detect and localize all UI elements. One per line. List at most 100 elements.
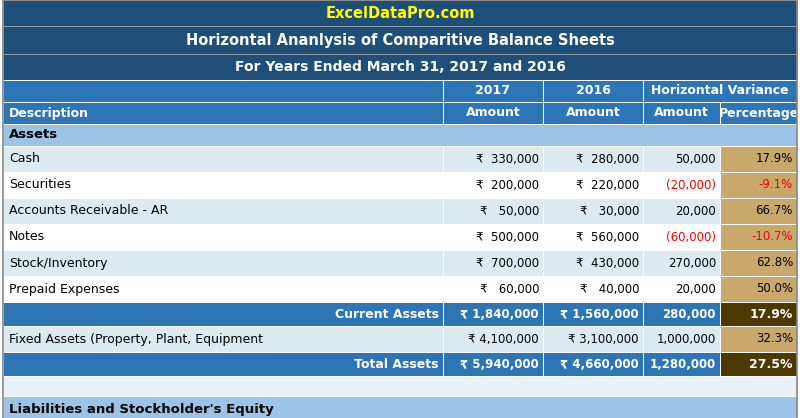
Bar [643,172,720,198]
Text: ₹  500,000: ₹ 500,000 [476,230,539,244]
Text: Assets: Assets [9,128,58,142]
Bar [443,302,543,326]
Bar [3,376,797,396]
Bar [3,124,797,146]
Text: Total Assets: Total Assets [354,357,439,370]
Text: 1,000,000: 1,000,000 [657,332,716,346]
Text: Notes: Notes [9,230,45,244]
Text: 20,000: 20,000 [675,204,716,217]
Text: Prepaid Expenses: Prepaid Expenses [9,283,119,296]
Bar [543,146,643,172]
Bar [3,352,443,376]
Bar [643,352,720,376]
Text: ₹ 1,560,000: ₹ 1,560,000 [560,308,639,321]
Bar [3,250,443,276]
Bar [3,276,443,302]
Text: ₹ 5,940,000: ₹ 5,940,000 [460,357,539,370]
Bar [720,198,797,224]
Bar [643,198,720,224]
Text: 2017: 2017 [475,84,510,97]
Text: 1,280,000: 1,280,000 [650,357,716,370]
Bar [443,146,543,172]
Bar [720,276,797,302]
Text: 27.5%: 27.5% [750,357,793,370]
Bar [543,198,643,224]
Text: 32.3%: 32.3% [756,332,793,346]
Bar [3,172,443,198]
Bar [443,326,543,352]
Bar [443,198,543,224]
Bar [643,326,720,352]
Text: 20,000: 20,000 [675,283,716,296]
Bar [543,80,643,102]
Bar [543,302,643,326]
Text: Liabilities and Stockholder's Equity: Liabilities and Stockholder's Equity [9,403,274,415]
Text: ₹  430,000: ₹ 430,000 [576,257,639,270]
Bar [543,224,643,250]
Bar [720,250,797,276]
Bar [3,224,443,250]
Text: 270,000: 270,000 [668,257,716,270]
Text: ExcelDataPro.com: ExcelDataPro.com [326,5,474,20]
Bar [720,326,797,352]
Bar [443,224,543,250]
Text: (20,000): (20,000) [666,178,716,191]
Bar [543,326,643,352]
Bar [443,276,543,302]
Text: ₹  700,000: ₹ 700,000 [476,257,539,270]
Text: Amount: Amount [466,107,520,120]
Bar [3,54,797,80]
Text: For Years Ended March 31, 2017 and 2016: For Years Ended March 31, 2017 and 2016 [234,60,566,74]
Bar [443,250,543,276]
Text: Description: Description [9,107,89,120]
Text: Horizontal Ananlysis of Comparitive Balance Sheets: Horizontal Ananlysis of Comparitive Bala… [186,33,614,48]
Bar [3,326,443,352]
Text: Stock/Inventory: Stock/Inventory [9,257,107,270]
Bar [643,276,720,302]
Bar [643,102,720,124]
Text: ₹  220,000: ₹ 220,000 [576,178,639,191]
Text: ₹ 3,100,000: ₹ 3,100,000 [569,332,639,346]
Text: Fixed Assets (Property, Plant, Equipment: Fixed Assets (Property, Plant, Equipment [9,332,263,346]
Text: (60,000): (60,000) [666,230,716,244]
Bar [643,250,720,276]
Text: ₹  560,000: ₹ 560,000 [576,230,639,244]
Bar [543,102,643,124]
Text: ₹  330,000: ₹ 330,000 [476,153,539,166]
Text: Cash: Cash [9,153,40,166]
Bar [543,352,643,376]
Text: ₹   30,000: ₹ 30,000 [580,204,639,217]
Bar [543,172,643,198]
Bar [720,302,797,326]
Bar [720,352,797,376]
Text: ₹   40,000: ₹ 40,000 [579,283,639,296]
Text: Current Assets: Current Assets [335,308,439,321]
Bar [720,172,797,198]
Text: 17.9%: 17.9% [756,153,793,166]
Bar [443,352,543,376]
Text: Amount: Amount [566,107,620,120]
Bar [720,224,797,250]
Text: Amount: Amount [654,107,709,120]
Bar [3,146,443,172]
Text: 62.8%: 62.8% [756,257,793,270]
Bar [443,172,543,198]
Text: Accounts Receivable - AR: Accounts Receivable - AR [9,204,168,217]
Bar [643,80,797,102]
Text: 50,000: 50,000 [675,153,716,166]
Bar [3,26,797,54]
Bar [443,102,543,124]
Bar [3,102,443,124]
Text: 17.9%: 17.9% [750,308,793,321]
Bar [3,396,797,418]
Text: Securities: Securities [9,178,71,191]
Text: -9.1%: -9.1% [758,178,793,191]
Bar [443,80,543,102]
Text: Percentage: Percentage [718,107,798,120]
Text: ₹ 4,660,000: ₹ 4,660,000 [560,357,639,370]
Text: ₹   50,000: ₹ 50,000 [480,204,539,217]
Text: ₹   60,000: ₹ 60,000 [479,283,539,296]
Bar [643,302,720,326]
Text: 66.7%: 66.7% [756,204,793,217]
Bar [643,224,720,250]
